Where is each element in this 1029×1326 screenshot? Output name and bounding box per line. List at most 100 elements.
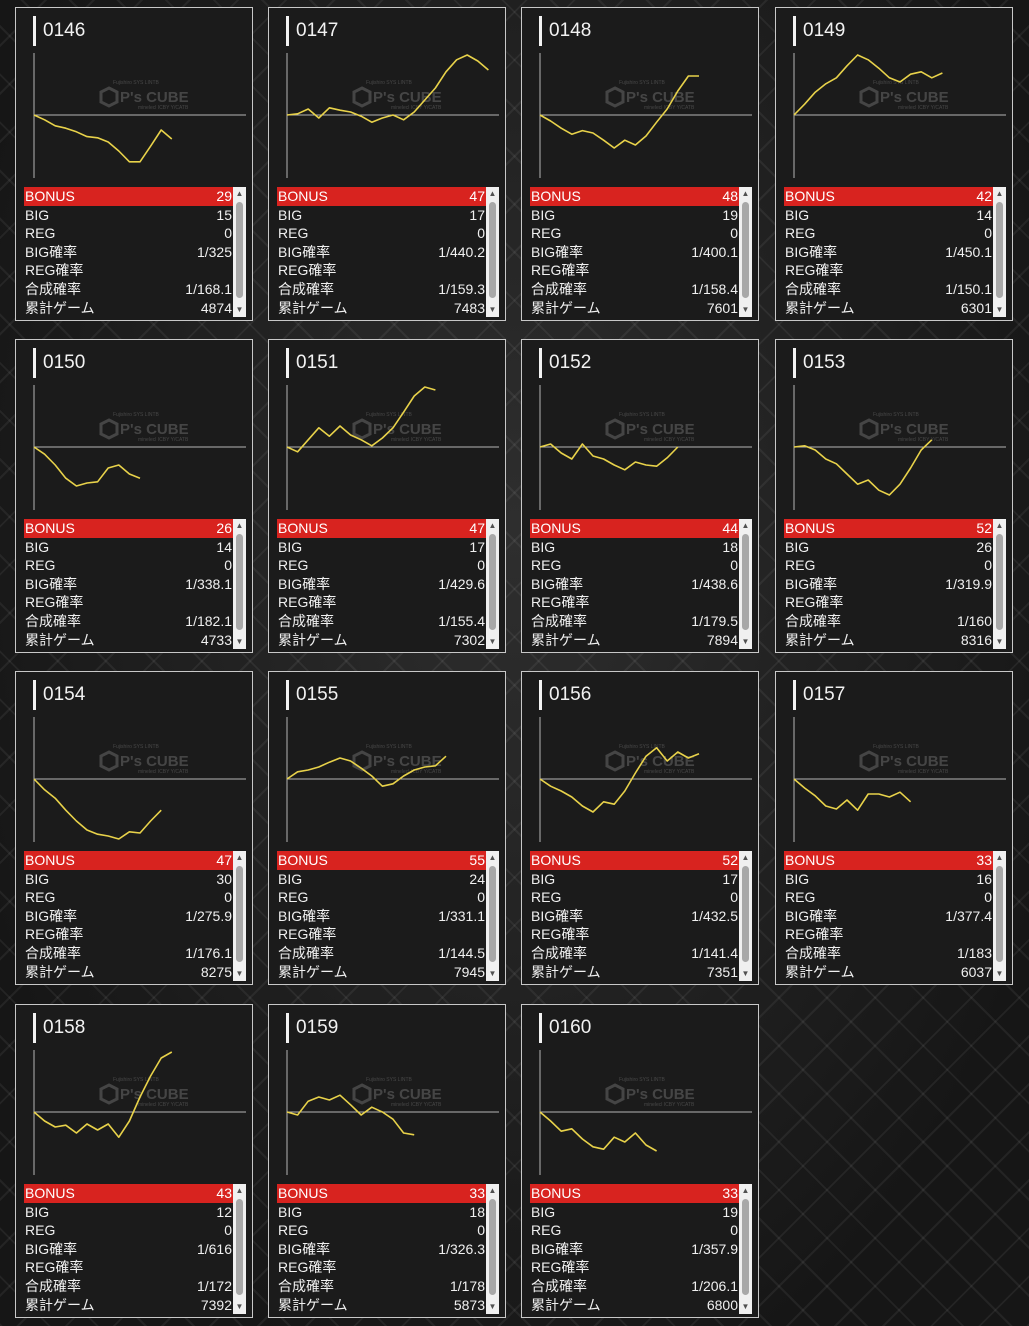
scroll-down-arrow-icon[interactable]: ▼ [488, 305, 497, 314]
scroll-down-arrow-icon[interactable]: ▼ [741, 637, 750, 646]
stat-row-total-games: 累計ゲーム 6800 [530, 1296, 740, 1315]
scroll-thumb[interactable] [742, 1199, 749, 1295]
machine-number: 0160 [539, 1013, 591, 1043]
stat-label: REG確率 [531, 262, 590, 279]
stat-value: 7601 [706, 299, 738, 316]
stat-label: BIG [278, 870, 303, 887]
scroll-down-arrow-icon[interactable]: ▼ [741, 969, 750, 978]
scroll-up-arrow-icon[interactable]: ▲ [488, 521, 497, 530]
scroll-thumb[interactable] [489, 202, 496, 298]
stats-list: BONUS 42 BIG 14 REG 0 BIG確率 1/450.1 REG確率 合成… [784, 187, 994, 317]
stat-value: 1/179.5 [691, 612, 738, 629]
stats-scrollbar[interactable]: ▲ ▼ [739, 519, 752, 649]
scroll-up-arrow-icon[interactable]: ▲ [995, 853, 1004, 862]
scroll-up-arrow-icon[interactable]: ▲ [235, 1186, 244, 1195]
scroll-down-arrow-icon[interactable]: ▼ [488, 969, 497, 978]
stat-label: REG確率 [278, 262, 337, 279]
scroll-up-arrow-icon[interactable]: ▲ [741, 1186, 750, 1195]
scroll-thumb[interactable] [236, 1199, 243, 1295]
stat-row-reg: REG 0 [24, 556, 234, 575]
machine-card-0147: 0147 Fujishiro SYS LINTB P's CUBE minele… [268, 7, 506, 321]
scroll-down-arrow-icon[interactable]: ▼ [995, 305, 1004, 314]
svg-text:minelecl ICBY Y/CATB: minelecl ICBY Y/CATB [644, 769, 695, 775]
stats-scrollbar[interactable]: ▲ ▼ [739, 1184, 752, 1314]
scroll-up-arrow-icon[interactable]: ▲ [741, 521, 750, 530]
scroll-up-arrow-icon[interactable]: ▲ [488, 189, 497, 198]
scroll-down-arrow-icon[interactable]: ▼ [488, 637, 497, 646]
stats-scrollbar[interactable]: ▲ ▼ [486, 187, 499, 317]
pscube-watermark-logo: Fujishiro SYS LINTB P's CUBE minelecl IC… [352, 1077, 442, 1108]
machine-card-0148: 0148 Fujishiro SYS LINTB P's CUBE minele… [521, 7, 759, 321]
stat-row-combined-prob: 合成確率 1/206.1 [530, 1277, 740, 1296]
scroll-down-arrow-icon[interactable]: ▼ [235, 305, 244, 314]
stat-label: BIG確率 [531, 575, 584, 592]
scroll-up-arrow-icon[interactable]: ▲ [235, 189, 244, 198]
stats-scrollbar[interactable]: ▲ ▼ [486, 519, 499, 649]
stats-scrollbar[interactable]: ▲ ▼ [486, 851, 499, 981]
scroll-down-arrow-icon[interactable]: ▼ [995, 969, 1004, 978]
scroll-down-arrow-icon[interactable]: ▼ [741, 1302, 750, 1311]
scroll-thumb[interactable] [742, 202, 749, 298]
stat-label: BONUS [531, 852, 581, 868]
stat-row-bonus: BONUS 47 [24, 851, 234, 870]
svg-text:P's CUBE: P's CUBE [880, 89, 949, 106]
stat-row-reg-prob: REG確率 [24, 925, 234, 944]
scroll-down-arrow-icon[interactable]: ▼ [235, 969, 244, 978]
scroll-thumb[interactable] [996, 866, 1003, 962]
stat-label: BIG [531, 538, 556, 555]
svg-text:minelecl ICBY Y/CATB: minelecl ICBY Y/CATB [138, 769, 189, 775]
stats-scrollbar[interactable]: ▲ ▼ [233, 1184, 246, 1314]
scroll-up-arrow-icon[interactable]: ▲ [488, 853, 497, 862]
scroll-up-arrow-icon[interactable]: ▲ [995, 189, 1004, 198]
trend-graph: Fujishiro SYS LINTB P's CUBE minelecl IC… [539, 717, 752, 842]
stat-row-bonus: BONUS 47 [277, 519, 487, 538]
scroll-up-arrow-icon[interactable]: ▲ [741, 189, 750, 198]
scroll-thumb[interactable] [236, 534, 243, 630]
stats-scrollbar[interactable]: ▲ ▼ [233, 851, 246, 981]
scroll-thumb[interactable] [489, 534, 496, 630]
stats-scrollbar[interactable]: ▲ ▼ [233, 187, 246, 317]
stats-scrollbar[interactable]: ▲ ▼ [233, 519, 246, 649]
scroll-thumb[interactable] [742, 866, 749, 962]
stat-label: BONUS [278, 852, 328, 868]
trend-line [286, 1094, 415, 1136]
scroll-thumb[interactable] [236, 202, 243, 298]
stat-row-reg-prob: REG確率 [277, 593, 487, 612]
stat-label: REG確率 [25, 594, 84, 611]
pscube-watermark-logo: Fujishiro SYS LINTB P's CUBE minelecl IC… [605, 80, 695, 111]
scroll-up-arrow-icon[interactable]: ▲ [488, 1186, 497, 1195]
scroll-thumb[interactable] [236, 866, 243, 962]
stat-label: BIG確率 [785, 907, 838, 924]
svg-text:Fujishiro SYS LINTB: Fujishiro SYS LINTB [113, 80, 160, 86]
machine-card-0152: 0152 Fujishiro SYS LINTB P's CUBE minele… [521, 339, 759, 653]
stat-row-total-games: 累計ゲーム 8275 [24, 963, 234, 982]
svg-text:P's CUBE: P's CUBE [120, 1086, 189, 1103]
stat-row-combined-prob: 合成確率 1/144.5 [277, 944, 487, 963]
stats-scrollbar[interactable]: ▲ ▼ [739, 187, 752, 317]
stat-label: BIG [531, 1203, 556, 1220]
scroll-down-arrow-icon[interactable]: ▼ [995, 637, 1004, 646]
scroll-thumb[interactable] [489, 866, 496, 962]
scroll-up-arrow-icon[interactable]: ▲ [995, 521, 1004, 530]
scroll-down-arrow-icon[interactable]: ▼ [235, 637, 244, 646]
scroll-up-arrow-icon[interactable]: ▲ [235, 853, 244, 862]
stats-scrollbar[interactable]: ▲ ▼ [993, 519, 1006, 649]
scroll-down-arrow-icon[interactable]: ▼ [488, 1302, 497, 1311]
stat-label: REG [25, 225, 56, 242]
stats-scrollbar[interactable]: ▲ ▼ [993, 851, 1006, 981]
stat-label: 合成確率 [531, 612, 587, 629]
scroll-thumb[interactable] [742, 534, 749, 630]
stats-scrollbar[interactable]: ▲ ▼ [486, 1184, 499, 1314]
stat-row-big: BIG 30 [24, 870, 234, 889]
scroll-down-arrow-icon[interactable]: ▼ [235, 1302, 244, 1311]
scroll-up-arrow-icon[interactable]: ▲ [741, 853, 750, 862]
scroll-thumb[interactable] [489, 1199, 496, 1295]
scroll-thumb[interactable] [996, 534, 1003, 630]
scroll-down-arrow-icon[interactable]: ▼ [741, 305, 750, 314]
scroll-thumb[interactable] [996, 202, 1003, 298]
scroll-up-arrow-icon[interactable]: ▲ [235, 521, 244, 530]
stats-scrollbar[interactable]: ▲ ▼ [993, 187, 1006, 317]
stats-scrollbar[interactable]: ▲ ▼ [739, 851, 752, 981]
stat-label: REG確率 [785, 926, 844, 943]
stat-row-reg-prob: REG確率 [277, 925, 487, 944]
